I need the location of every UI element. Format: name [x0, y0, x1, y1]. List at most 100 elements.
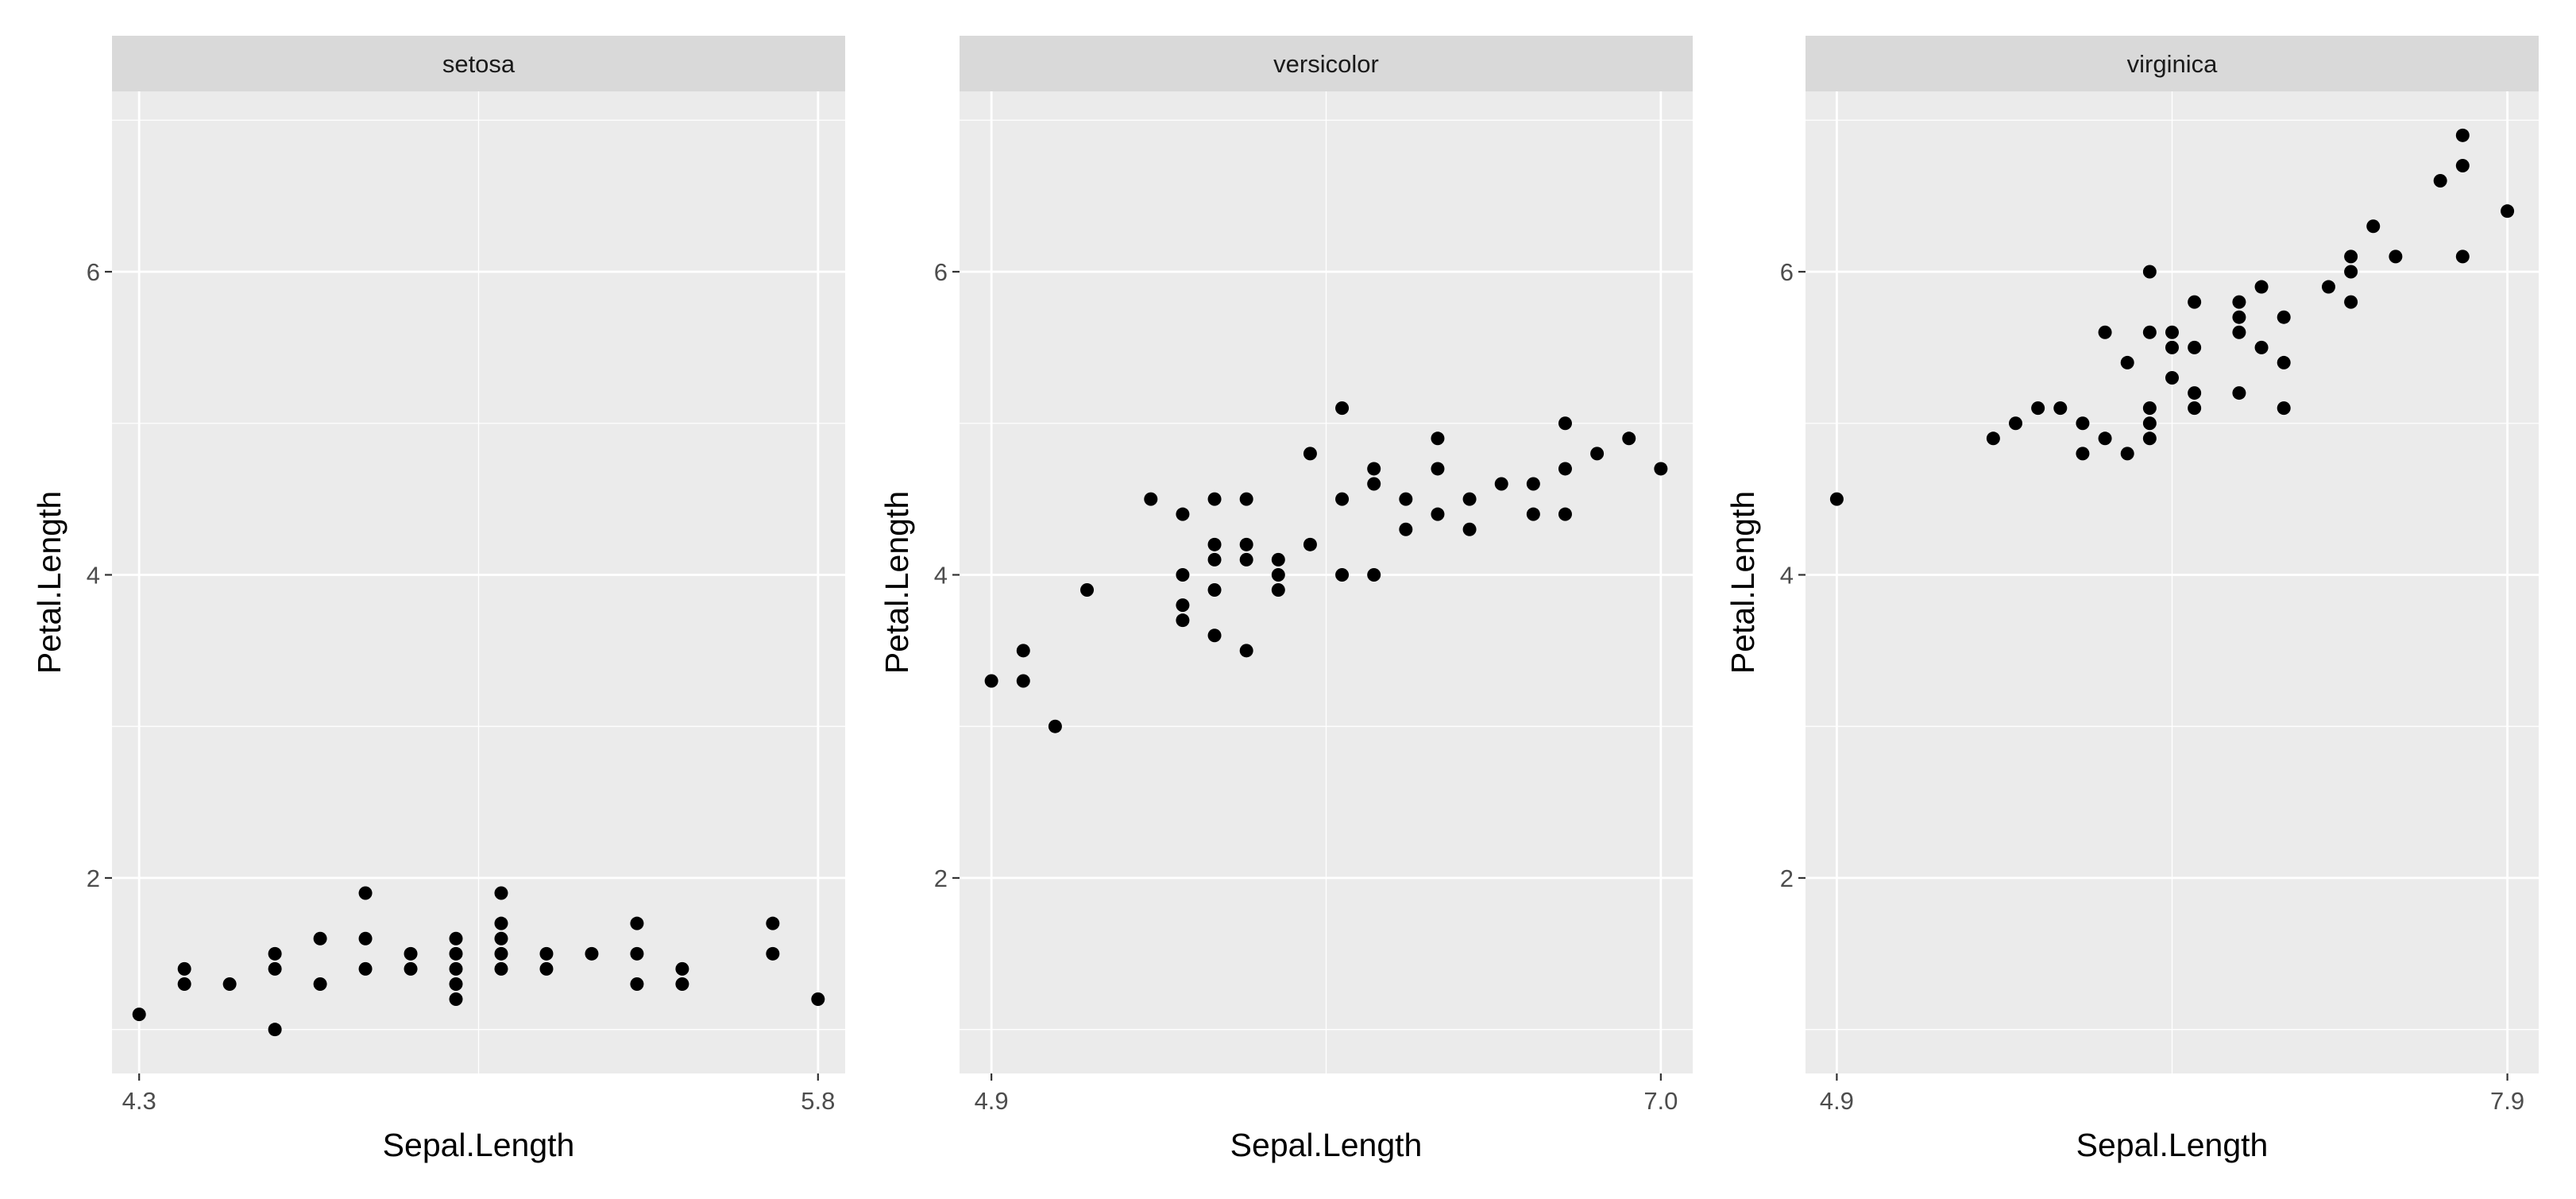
y-tick-label: 6 [934, 258, 948, 286]
y-tick-label: 4 [87, 561, 100, 589]
data-point [1176, 613, 1190, 628]
data-point [2232, 310, 2246, 324]
data-point [2277, 401, 2291, 416]
data-point [1271, 583, 1285, 598]
data-point [2076, 416, 2090, 431]
y-tick-label: 2 [87, 864, 100, 892]
facet-panel-versicolor: versicolor 2 4 6 4.9 7.0 Sepal.Length Petal.Len… [879, 36, 1693, 1163]
data-point [2142, 265, 2157, 279]
data-point [1016, 674, 1030, 688]
data-point [1239, 537, 1253, 551]
data-point [2277, 310, 2291, 324]
data-point [2389, 249, 2403, 264]
y-tick-label: 2 [1780, 864, 1794, 892]
x-tick-label: 4.9 [1820, 1087, 1854, 1115]
data-point [2433, 174, 2447, 188]
data-point [1335, 492, 1350, 506]
data-point [1271, 552, 1285, 567]
data-point [1207, 583, 1222, 598]
data-point [2120, 447, 2134, 461]
data-point [177, 961, 191, 976]
x-axis-title: Sepal.Length [1230, 1127, 1423, 1163]
data-point [2277, 355, 2291, 369]
data-point [132, 1008, 146, 1022]
data-point [539, 961, 554, 976]
data-point [2188, 295, 2202, 309]
data-point [2321, 280, 2335, 294]
x-tick-label: 4.3 [122, 1087, 156, 1115]
data-point [2344, 265, 2358, 279]
data-point [2142, 325, 2157, 339]
data-point [1399, 522, 1413, 536]
data-point [1335, 401, 1350, 416]
data-point [1367, 567, 1381, 582]
data-point [1462, 522, 1477, 536]
data-point [1654, 462, 1668, 476]
data-point [268, 961, 282, 976]
x-axis-title: Sepal.Length [383, 1127, 575, 1163]
data-point [449, 992, 463, 1007]
data-point [1271, 567, 1285, 582]
data-point [494, 946, 508, 961]
data-point [2098, 431, 2112, 446]
data-point [1080, 583, 1095, 598]
data-point [539, 946, 554, 961]
x-tick-label: 7.0 [1643, 1087, 1678, 1115]
facet-strip [960, 36, 1693, 91]
data-point [1016, 644, 1030, 658]
data-point [2142, 401, 2157, 416]
facet-panel-setosa: setosa 2 4 6 4.3 5.8 Sepal.Length Petal.Length [31, 36, 845, 1163]
data-point [494, 886, 508, 900]
data-point [2165, 325, 2179, 339]
data-point [2232, 295, 2246, 309]
data-point [449, 977, 463, 991]
data-point [449, 931, 463, 946]
data-point [268, 1023, 282, 1037]
data-point [766, 946, 780, 961]
data-point [1335, 567, 1350, 582]
data-point [1176, 598, 1190, 613]
data-point [2142, 431, 2157, 446]
data-point [404, 946, 418, 961]
data-point [2366, 219, 2381, 234]
data-point [1829, 492, 1844, 506]
data-point [2344, 295, 2358, 309]
data-point [2098, 325, 2112, 339]
data-point [1431, 462, 1445, 476]
data-point [2142, 416, 2157, 431]
data-point [1207, 552, 1222, 567]
data-point [2053, 401, 2068, 416]
data-point [1590, 447, 1605, 461]
data-point [1176, 507, 1190, 521]
data-point [449, 961, 463, 976]
data-point [313, 931, 327, 946]
data-point [449, 946, 463, 961]
data-point [2254, 280, 2269, 294]
data-point [2009, 416, 2023, 431]
data-point [1207, 629, 1222, 643]
data-point [358, 931, 373, 946]
data-point [2188, 340, 2202, 354]
data-point [1239, 492, 1253, 506]
data-point [2188, 386, 2202, 400]
data-point [1144, 492, 1158, 506]
x-tick-label: 4.9 [975, 1087, 1009, 1115]
facet-strip [1806, 36, 2539, 91]
y-tick-label: 4 [1780, 561, 1794, 589]
data-point [630, 977, 644, 991]
data-point [1526, 477, 1540, 491]
data-point [2232, 325, 2246, 339]
facet-strip [112, 36, 845, 91]
data-point [1986, 431, 2000, 446]
data-point [1239, 552, 1253, 567]
data-point [811, 992, 825, 1007]
y-tick-label: 6 [87, 258, 100, 286]
y-tick-label: 2 [934, 864, 948, 892]
x-tick-label: 5.8 [801, 1087, 835, 1115]
data-point [630, 946, 644, 961]
data-point [494, 931, 508, 946]
data-point [2344, 249, 2358, 264]
data-point [2455, 158, 2470, 172]
data-point [1303, 447, 1317, 461]
